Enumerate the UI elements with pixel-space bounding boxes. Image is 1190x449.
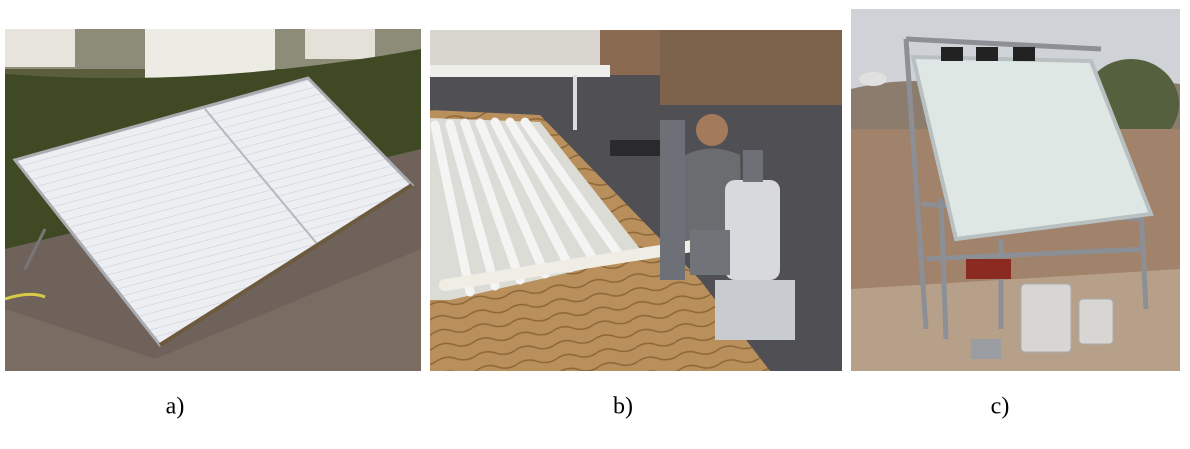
photo-shape <box>725 180 780 280</box>
photo-shape <box>903 38 929 330</box>
photo-shape <box>430 120 475 297</box>
photo-shape <box>660 120 685 280</box>
photo-shape <box>5 29 75 67</box>
photo-shape <box>1020 283 1072 353</box>
photo-b <box>430 30 842 371</box>
photo-shape <box>971 339 1001 359</box>
photo-a <box>5 29 421 371</box>
photo-shape <box>976 47 998 61</box>
photo-shape <box>715 280 795 340</box>
photo-shape <box>925 246 1147 262</box>
photo-shape <box>158 183 414 347</box>
photo-shape <box>696 114 728 146</box>
photo-shape <box>475 118 550 279</box>
photo-c <box>851 9 1180 371</box>
photo-shape <box>204 108 319 246</box>
photo-shape <box>490 117 575 273</box>
photo-shape <box>5 249 421 371</box>
photo-shape <box>430 30 600 70</box>
photo-shape <box>859 72 887 86</box>
photo-shape <box>660 30 842 105</box>
panel-label: b) <box>613 394 633 420</box>
photo-shape <box>23 228 47 270</box>
photo-shape <box>1078 298 1114 345</box>
panel-label: c) <box>991 394 1010 420</box>
photo-shape <box>690 230 730 275</box>
photo-shape <box>1013 47 1035 61</box>
photo-shape <box>5 292 46 301</box>
photo-shape <box>460 118 525 285</box>
photo-shape <box>430 117 625 297</box>
photo-shape <box>430 65 610 77</box>
panel-label: a) <box>166 394 185 420</box>
photo-shape <box>851 269 1180 371</box>
photo-shape <box>743 150 763 182</box>
photo-shape <box>938 198 949 340</box>
photo-shape <box>520 117 625 261</box>
photo-shape <box>145 29 275 79</box>
photo-shape <box>966 259 1011 279</box>
photo-shape <box>941 47 963 61</box>
photo-shape <box>445 119 500 291</box>
photo-shape <box>505 117 600 267</box>
photo-shape <box>610 140 660 156</box>
photo-shape <box>305 29 375 59</box>
photo-shape <box>905 36 1102 52</box>
photo-shape <box>1138 208 1149 310</box>
